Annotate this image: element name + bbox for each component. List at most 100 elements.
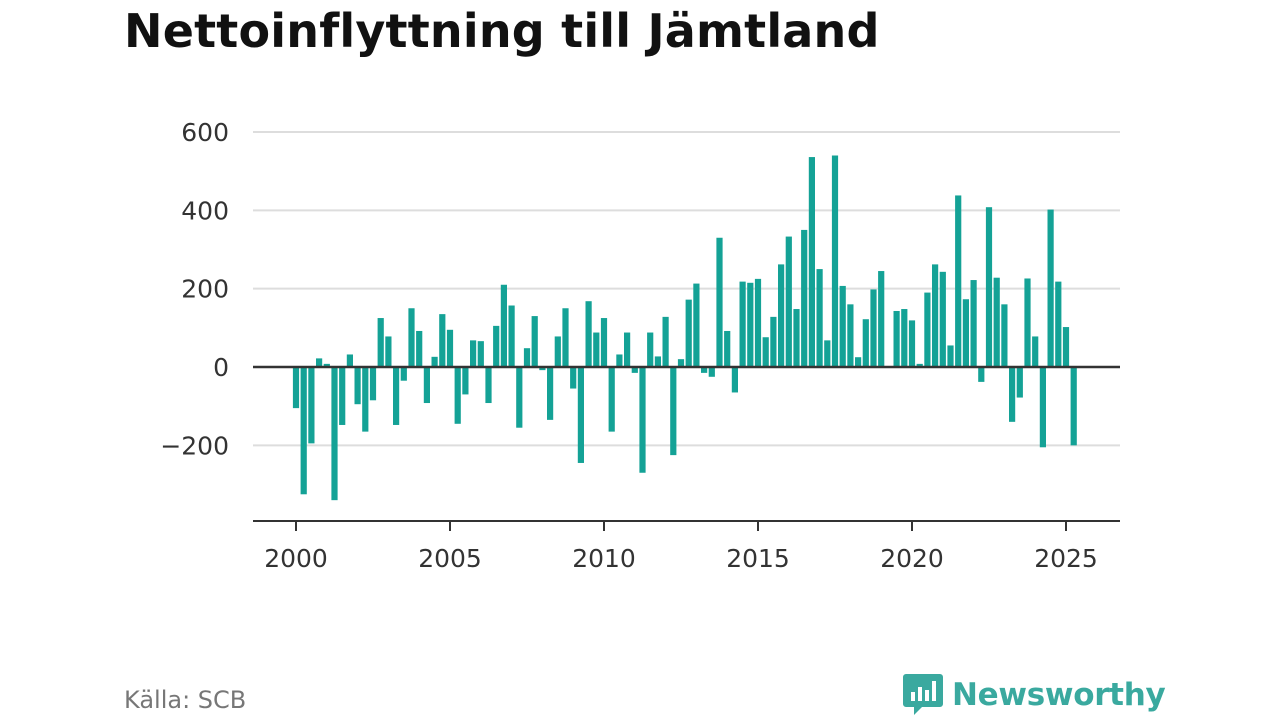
bar bbox=[292, 367, 300, 409]
bar bbox=[562, 308, 569, 367]
source-note: Källa: SCB bbox=[124, 686, 247, 714]
bar bbox=[916, 363, 923, 367]
x-tick-label: 2025 bbox=[1034, 544, 1098, 573]
bar bbox=[1009, 367, 1016, 422]
bar bbox=[924, 292, 931, 367]
bar bbox=[647, 332, 654, 367]
bar bbox=[839, 285, 846, 367]
bar bbox=[423, 367, 430, 404]
bar bbox=[570, 367, 577, 389]
bar bbox=[377, 318, 384, 367]
bar bbox=[708, 367, 715, 377]
bar bbox=[631, 367, 638, 373]
bar bbox=[354, 367, 361, 405]
brand-logo: Newsworthy bbox=[902, 670, 1166, 720]
bar bbox=[724, 330, 731, 367]
bar bbox=[300, 367, 307, 495]
bar bbox=[454, 367, 461, 424]
bar bbox=[985, 207, 993, 367]
bar bbox=[932, 264, 939, 367]
bars bbox=[292, 155, 1077, 501]
y-tick-label: 0 bbox=[213, 353, 229, 382]
bar bbox=[716, 237, 723, 367]
bar bbox=[446, 329, 454, 367]
bar bbox=[878, 271, 885, 367]
bar bbox=[778, 264, 785, 367]
bar bbox=[662, 316, 669, 367]
bar bbox=[816, 269, 823, 367]
bar bbox=[331, 367, 338, 501]
bar bbox=[585, 301, 592, 367]
bar bbox=[1070, 367, 1077, 446]
bar bbox=[685, 299, 692, 367]
bar bbox=[901, 309, 908, 367]
bar bbox=[516, 367, 523, 428]
x-axis-ticks: 2000 2005 2010 2015 2020 2025 bbox=[264, 521, 1098, 573]
bar bbox=[593, 332, 600, 367]
bar bbox=[978, 367, 985, 382]
bar bbox=[993, 277, 1000, 367]
bar bbox=[608, 367, 615, 432]
bar bbox=[754, 278, 762, 367]
bar bbox=[500, 284, 507, 367]
bar bbox=[893, 310, 900, 367]
bar bbox=[908, 320, 916, 367]
bar bbox=[670, 367, 677, 456]
y-axis-ticks: 600 400 200 0 −200 bbox=[160, 118, 229, 460]
bar bbox=[870, 289, 877, 367]
bar bbox=[485, 367, 492, 404]
bar bbox=[808, 157, 815, 367]
bar bbox=[508, 305, 515, 367]
bar bbox=[539, 367, 546, 371]
bar bbox=[762, 337, 769, 367]
bar bbox=[955, 195, 962, 367]
bar bbox=[493, 325, 500, 367]
bar bbox=[770, 316, 777, 367]
y-tick-label: −200 bbox=[160, 431, 229, 460]
bar bbox=[1001, 304, 1008, 367]
bar bbox=[701, 367, 708, 373]
bar bbox=[477, 341, 484, 367]
bar bbox=[408, 308, 415, 367]
bar bbox=[624, 332, 631, 367]
bar bbox=[385, 336, 392, 367]
bar bbox=[316, 358, 323, 367]
bar bbox=[847, 304, 854, 367]
x-tick-label: 2010 bbox=[572, 544, 636, 573]
bar bbox=[1039, 367, 1046, 448]
bar bbox=[439, 314, 446, 367]
bar bbox=[731, 367, 738, 393]
bar bbox=[947, 345, 954, 367]
bar bbox=[785, 236, 792, 367]
bar bbox=[824, 340, 831, 367]
bar bbox=[416, 330, 423, 367]
bar bbox=[1062, 327, 1070, 367]
y-tick-label: 200 bbox=[181, 275, 229, 304]
bar-chart-speech-icon bbox=[903, 674, 943, 715]
chart-title: Nettoinflyttning till Jämtland bbox=[124, 4, 880, 58]
bar bbox=[831, 155, 839, 367]
y-tick-label: 600 bbox=[181, 118, 229, 147]
bar bbox=[393, 367, 400, 425]
bar bbox=[400, 367, 407, 381]
bar bbox=[793, 309, 800, 367]
bar bbox=[654, 356, 661, 367]
x-tick-label: 2000 bbox=[264, 544, 328, 573]
bar bbox=[462, 367, 469, 395]
bar bbox=[323, 363, 330, 367]
bar bbox=[369, 367, 377, 401]
bar bbox=[577, 367, 584, 463]
bar bbox=[339, 367, 346, 425]
bar bbox=[747, 282, 754, 367]
bar bbox=[346, 354, 353, 367]
bar bbox=[1016, 367, 1023, 398]
bar bbox=[616, 354, 623, 367]
bar bbox=[962, 299, 969, 367]
bar bbox=[308, 367, 315, 444]
bar bbox=[677, 359, 685, 367]
bar bbox=[1032, 336, 1039, 367]
y-tick-label: 400 bbox=[181, 196, 229, 225]
bar bbox=[431, 356, 438, 367]
bar bbox=[1024, 278, 1031, 367]
bar bbox=[547, 367, 554, 420]
